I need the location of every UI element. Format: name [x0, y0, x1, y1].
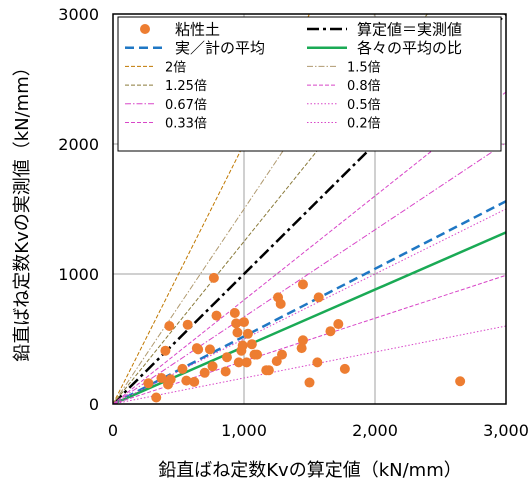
- x-tick-label: 2,000: [352, 421, 398, 440]
- data-point: [220, 366, 231, 377]
- data-point: [297, 279, 308, 290]
- data-point: [246, 339, 257, 350]
- x-axis-label: 鉛直ばね定数Kvの算定値（kN/mm）: [158, 460, 461, 481]
- legend-label: 0.2倍: [347, 117, 381, 132]
- data-point: [237, 340, 248, 351]
- legend-label: 0.33倍: [165, 117, 207, 132]
- legend-label: 0.8倍: [347, 79, 381, 94]
- data-point: [296, 343, 307, 354]
- data-point: [276, 349, 287, 360]
- legend-label: 粘性土: [175, 21, 220, 39]
- tick-labels: 0 1,000 2,000 3,000 0 1000 2000 3000: [58, 5, 528, 440]
- data-point: [208, 272, 219, 283]
- data-point: [242, 328, 253, 339]
- data-point: [207, 361, 218, 372]
- legend-label: 実／計の平均: [175, 39, 265, 57]
- data-point: [239, 317, 249, 328]
- series-line: [113, 142, 506, 404]
- y-tick-label: 1000: [58, 265, 99, 284]
- legend-box: [117, 16, 502, 152]
- data-point: [211, 310, 222, 321]
- y-tick-label: 2000: [58, 135, 99, 154]
- legend-label: 各々の平均の比: [357, 39, 462, 57]
- data-point: [325, 326, 336, 337]
- data-point: [229, 308, 240, 318]
- data-point: [231, 318, 242, 329]
- series-line: [113, 231, 506, 404]
- legend-label: 2倍: [165, 60, 186, 75]
- data-point: [221, 352, 232, 363]
- data-point: [304, 377, 315, 388]
- data-point: [193, 344, 204, 355]
- data-point: [333, 319, 344, 330]
- data-point: [252, 349, 263, 360]
- data-points: [143, 272, 466, 403]
- series-line: [113, 274, 506, 404]
- data-point: [160, 345, 171, 356]
- x-tick-label: 0: [108, 421, 118, 440]
- data-point: [204, 344, 215, 355]
- data-point: [164, 321, 175, 331]
- data-point: [181, 375, 192, 386]
- legend-marker: [140, 24, 150, 34]
- data-point: [156, 373, 167, 383]
- series-line: [113, 200, 506, 404]
- data-point: [241, 357, 252, 368]
- data-point: [165, 374, 176, 385]
- legend-label: 1.25倍: [165, 79, 207, 94]
- data-point: [455, 376, 466, 387]
- data-point: [189, 376, 200, 387]
- y-tick-label: 3000: [58, 5, 99, 24]
- data-point: [263, 365, 274, 376]
- legend-label: 1.5倍: [347, 60, 381, 75]
- data-point: [177, 363, 188, 374]
- data-point: [312, 357, 323, 368]
- data-point: [313, 292, 324, 303]
- x-tick-label: 3,000: [483, 421, 528, 440]
- x-tick-label: 1,000: [221, 421, 267, 440]
- data-point: [297, 335, 308, 346]
- data-point: [232, 327, 243, 338]
- plot-frame: [112, 13, 507, 405]
- y-tick-label: 0: [89, 395, 99, 414]
- legend-label: 0.5倍: [347, 98, 381, 113]
- data-point: [233, 357, 244, 368]
- data-point: [339, 363, 350, 374]
- series-line: [113, 325, 506, 404]
- legend-label: 0.67倍: [165, 98, 207, 113]
- data-point: [143, 378, 154, 389]
- data-point: [275, 298, 286, 309]
- data-point: [199, 367, 210, 378]
- legend-label: 算定値＝実測値: [357, 21, 462, 39]
- data-point: [182, 319, 193, 330]
- data-point: [151, 392, 162, 403]
- y-axis-label: 鉛直ばね定数Kvの実測値（kN/mm）: [12, 58, 33, 361]
